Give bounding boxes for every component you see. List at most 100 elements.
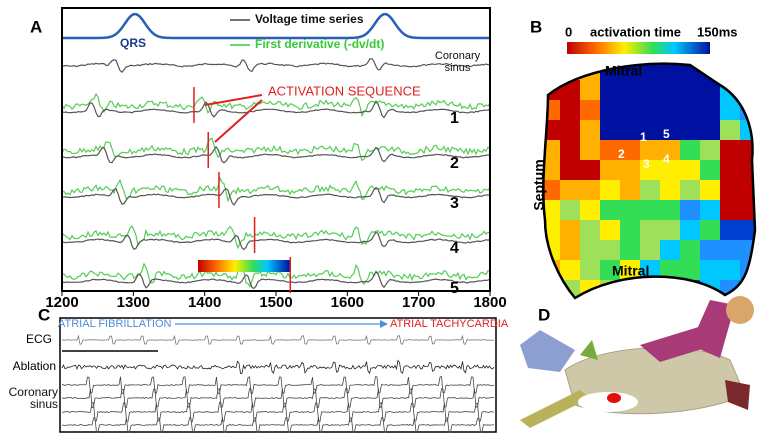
annotation: ACTIVATION SEQUENCE (268, 83, 421, 98)
map-cell (580, 240, 600, 260)
map-cell (620, 80, 640, 100)
map-cell (680, 120, 700, 140)
trace (63, 145, 489, 164)
channel-label: 5 (450, 280, 459, 297)
map-cell (660, 240, 680, 260)
map-cell (680, 200, 700, 220)
map-cell (560, 63, 580, 80)
trace (63, 231, 489, 251)
trace (61, 401, 495, 423)
map-cell (620, 180, 640, 200)
map-cell (600, 260, 620, 280)
map-cell (580, 120, 600, 140)
map-cell (560, 140, 580, 160)
arrow-head (380, 320, 388, 328)
map-cell (620, 140, 640, 160)
map-cell (640, 120, 660, 140)
trace (63, 12, 489, 40)
map-cell (700, 120, 720, 140)
trace (61, 376, 495, 394)
map-cell (580, 80, 600, 100)
map-cell (740, 160, 755, 180)
map-cell (543, 100, 560, 120)
trace (61, 359, 495, 375)
map-cell (680, 80, 700, 100)
top-label: Mitral (605, 63, 642, 79)
row-label-text: Coronary sinus (8, 386, 58, 411)
map-cell (680, 220, 700, 240)
map-cell (740, 200, 755, 220)
shape (520, 390, 590, 428)
map-cell (560, 240, 580, 260)
map-cell (640, 260, 660, 280)
map-cell (560, 180, 580, 200)
x-tick-label: 1500 (259, 294, 292, 311)
map-cell (600, 80, 620, 100)
map-cell (620, 120, 640, 140)
trace (63, 186, 489, 207)
map-cell (700, 80, 720, 100)
map-cell (720, 160, 740, 180)
map-cell (700, 240, 720, 260)
map-cell (560, 160, 580, 180)
map-cell (640, 180, 660, 200)
map-cell (620, 160, 640, 180)
map-cell (560, 260, 580, 280)
trace (61, 334, 494, 345)
map-cell (660, 160, 680, 180)
shape (640, 325, 715, 362)
x-tick-label: 1700 (402, 294, 435, 311)
map-cell (660, 100, 680, 120)
legend-label: Voltage time series (255, 12, 364, 26)
map-cell (640, 63, 660, 80)
map-cell (580, 140, 600, 160)
map-cell (660, 200, 680, 220)
map-cell (600, 160, 620, 180)
x-tick-label: 1200 (45, 294, 78, 311)
map-cell (680, 260, 700, 280)
channel-label: 3 (450, 195, 459, 212)
map-cell (640, 200, 660, 220)
trace (63, 262, 489, 288)
colorbar-max: 150ms (697, 24, 737, 39)
shape (726, 296, 754, 324)
panel-label: C (38, 305, 50, 324)
map-cell (543, 63, 560, 80)
start-rhythm: ATRIAL FIBRILLATION (58, 318, 172, 330)
trace (61, 388, 494, 409)
map-cell (620, 100, 640, 120)
panel-label: B (530, 17, 542, 36)
map-cell (600, 240, 620, 260)
end-rhythm: ATRIAL TACHYCARDIA (390, 318, 509, 330)
map-cell (543, 160, 560, 180)
map-cell (600, 120, 620, 140)
map-cell (660, 80, 680, 100)
trace (62, 416, 495, 433)
map-cell (720, 100, 740, 120)
map-cell (620, 220, 640, 240)
trace (63, 58, 489, 74)
map-cell (640, 280, 660, 298)
channel-label: 1 (450, 110, 459, 127)
map-cell (543, 120, 560, 140)
map-cell (720, 220, 740, 240)
panel-label: A (30, 17, 42, 36)
arrow (214, 99, 263, 143)
colorbar-min: 0 (565, 24, 572, 39)
map-cell (720, 260, 740, 280)
map-cell (580, 180, 600, 200)
map-cell (740, 63, 755, 80)
map-cell (543, 220, 560, 240)
map-cell (660, 280, 680, 298)
row-label: Coronary sinus (8, 386, 58, 411)
map-cell (620, 260, 640, 280)
site-label: 1 (640, 130, 647, 144)
map-cell (720, 63, 740, 80)
map-cell (620, 240, 640, 260)
map-cell (600, 100, 620, 120)
anatomy-3d (520, 296, 754, 428)
traces (61, 334, 495, 433)
trace (63, 137, 489, 162)
map-cell (720, 120, 740, 140)
map-cell (600, 180, 620, 200)
